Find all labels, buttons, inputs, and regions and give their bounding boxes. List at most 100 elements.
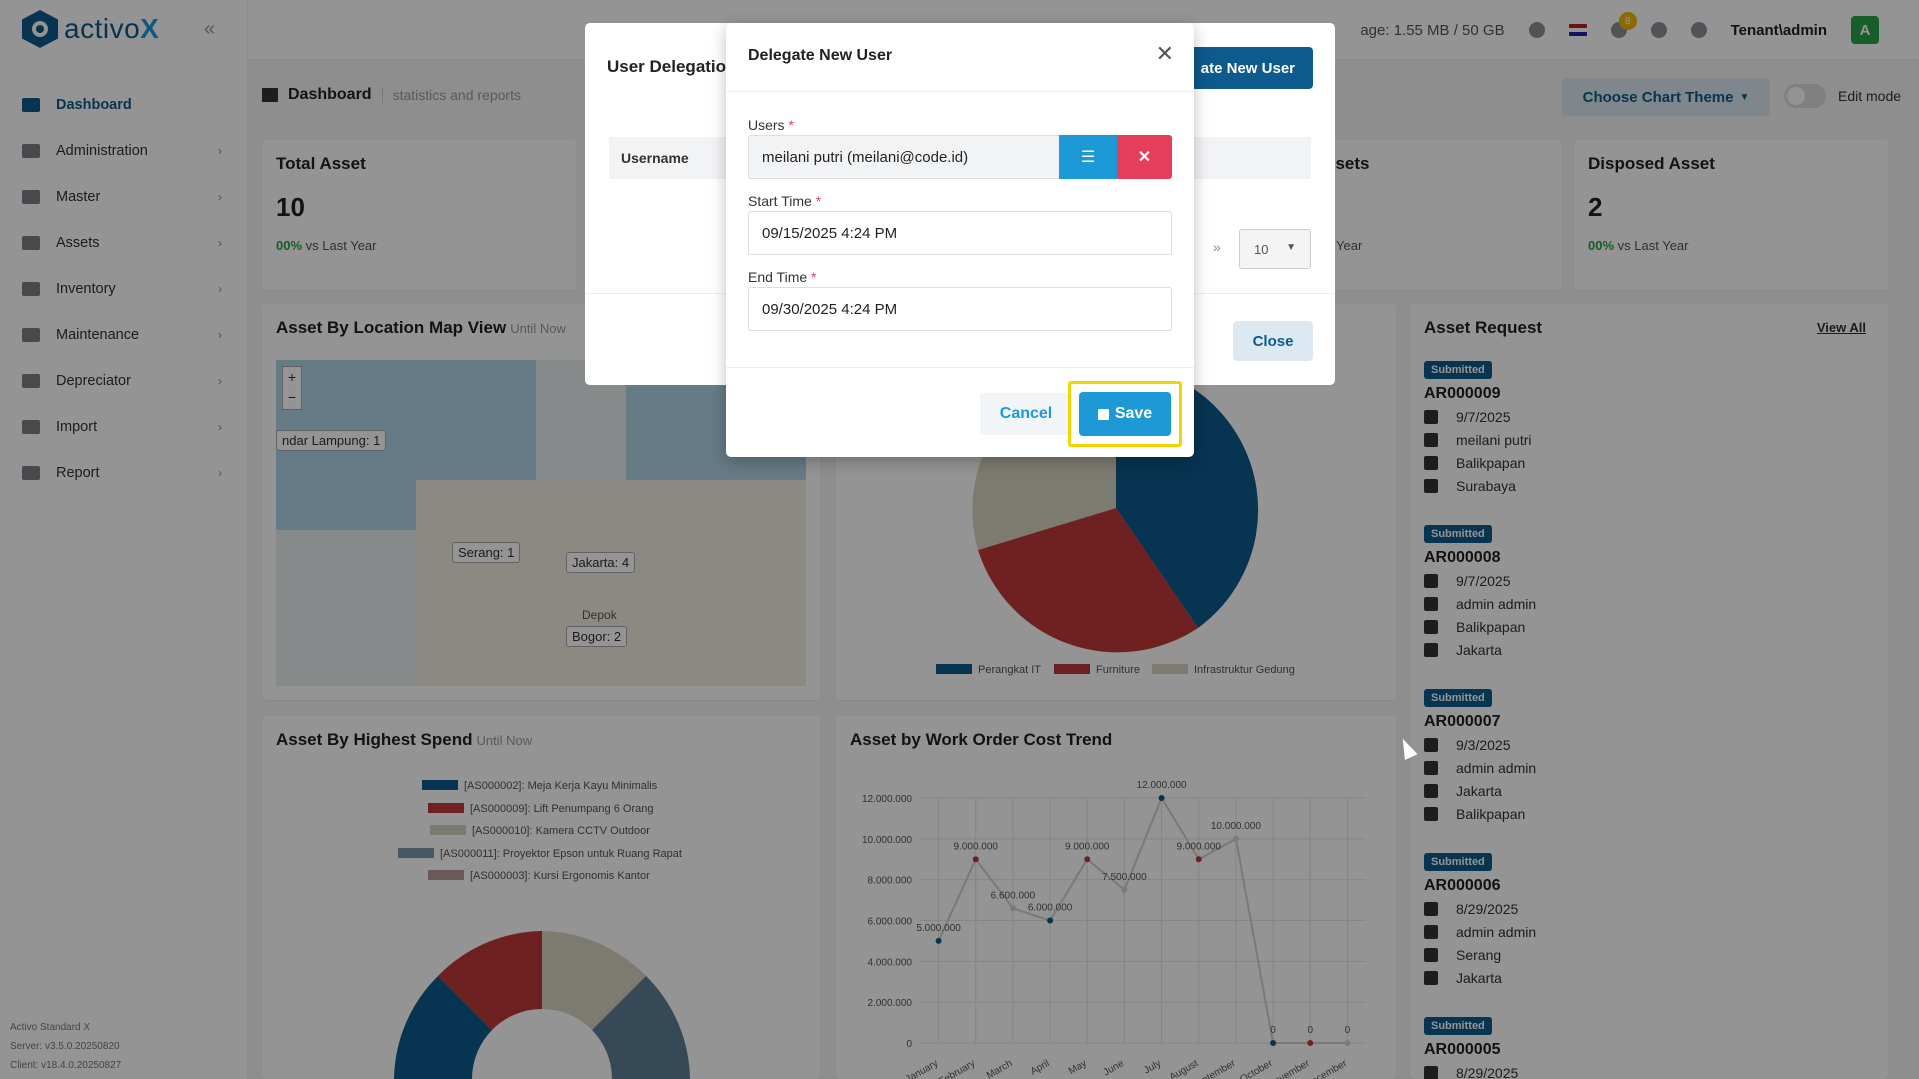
map-label-jakarta[interactable]: Jakarta: 4 [566, 552, 636, 573]
sidebar-item-depreciator[interactable]: Depreciator › [0, 358, 248, 404]
choose-chart-theme-button[interactable]: Choose Chart Theme ▼ [1562, 78, 1770, 116]
save-button[interactable]: Save [1079, 392, 1171, 436]
required-mark: * [788, 117, 794, 133]
donut-slice-as000002[interactable] [394, 976, 492, 1079]
select-user-list-button[interactable]: ☰ [1059, 135, 1117, 179]
task-list-icon[interactable] [1650, 22, 1667, 38]
location-from-icon [1424, 784, 1438, 798]
user-icon [1424, 925, 1438, 939]
zoom-out-button[interactable]: − [287, 389, 297, 405]
spend-chart: [AS000002]: Meja Kerja Kayu Minimalis [A… [394, 780, 690, 1079]
sidebar-nav: Dashboard Administration › Master › Assets… [0, 82, 248, 496]
request-date: 8/29/2025 [1456, 901, 1519, 917]
list-item[interactable]: Submitted AR000005 8/29/2025 [1424, 1016, 1518, 1079]
data-point[interactable] [1232, 835, 1239, 842]
bell-icon[interactable]: 8 [1610, 12, 1637, 38]
legend-infrastruktur[interactable]: Infrastruktur Gedung [1194, 664, 1295, 676]
calendar-icon [1424, 574, 1438, 588]
data-label: 9.000.000 [1177, 841, 1222, 852]
language-flag-icon[interactable] [1568, 24, 1587, 36]
legend-as000003[interactable]: [AS000003]: Kursi Ergonomis Kantor [470, 870, 650, 882]
chat-icon[interactable] [1690, 22, 1707, 38]
page-title: Dashboard [288, 86, 372, 103]
sidebar-item-report[interactable]: Report › [0, 450, 248, 496]
list-item[interactable]: Submitted AR000009 9/7/2025 meilani putri… [1424, 360, 1531, 495]
close-icon: ✕ [1137, 149, 1152, 166]
version-info: Activo Standard X Server: v3.5.0.2025082… [10, 1018, 121, 1075]
legend-perangkat-it[interactable]: Perangkat IT [978, 664, 1041, 676]
location-from-icon [1424, 620, 1438, 634]
calendar-icon [1424, 1066, 1438, 1079]
request-date-row: 8/29/2025 [1424, 900, 1536, 918]
data-point[interactable] [935, 937, 942, 944]
data-point[interactable] [972, 856, 979, 863]
assets-card-sub: Year [1336, 238, 1363, 253]
request-user: admin admin [1456, 924, 1537, 940]
sidebar-item-import[interactable]: Import › [0, 404, 248, 450]
legend-as000010[interactable]: [AS000010]: Kamera CCTV Outdoor [472, 825, 650, 837]
sidebar-item-label: Dashboard [56, 97, 132, 113]
page-size-select[interactable]: 10 ▼ [1239, 229, 1311, 269]
data-point[interactable] [1047, 917, 1054, 924]
request-code: AR000005 [1424, 1041, 1501, 1058]
donut-slice-as000009[interactable] [438, 931, 542, 1030]
data-point[interactable] [1009, 905, 1016, 912]
legend-as000002[interactable]: [AS000002]: Meja Kerja Kayu Minimalis [464, 780, 658, 792]
map-label-bogor[interactable]: Bogor: 2 [566, 626, 628, 647]
edit-mode-label: Edit mode [1838, 88, 1902, 104]
map-zoom-control[interactable]: + − [282, 366, 302, 410]
legend-as000011[interactable]: [AS000011]: Proyektor Epson untuk Ruang … [440, 848, 682, 860]
data-point[interactable] [1195, 856, 1202, 863]
legend-as000009[interactable]: [AS000009]: Lift Penumpang 6 Orang [470, 803, 653, 815]
sidebar-item-administration[interactable]: Administration › [0, 128, 248, 174]
sidebar-item-dashboard[interactable]: Dashboard [0, 82, 248, 128]
delegate-new-user-button[interactable]: ate New User [1173, 47, 1313, 89]
last-page-icon[interactable]: » [1213, 239, 1221, 255]
donut-slice-as000011[interactable] [592, 976, 690, 1079]
data-label: 10.000.000 [1211, 821, 1261, 832]
donut-slice-as000010[interactable] [542, 931, 646, 1030]
clear-user-button[interactable]: ✕ [1117, 135, 1172, 179]
request-from-row: Balikpapan [1424, 454, 1531, 472]
avatar[interactable]: A [1851, 16, 1879, 44]
sidebar-item-maintenance[interactable]: Maintenance › [0, 312, 248, 358]
users-field[interactable]: meilani putri (meilani@code.id) [748, 135, 1060, 179]
map-label-lampung[interactable]: ndar Lampung: 1 [276, 430, 387, 451]
list-item[interactable]: Submitted AR000006 8/29/2025 admin admin … [1424, 852, 1536, 987]
end-time-field[interactable]: 09/30/2025 4:24 PM [748, 287, 1172, 331]
location-map[interactable]: + − ndar Lampung: 1 Serang: 1 Jakarta: 4 … [276, 360, 806, 686]
data-point[interactable] [1084, 856, 1091, 863]
start-time-field[interactable]: 09/15/2025 4:24 PM [748, 211, 1172, 255]
close-button[interactable]: Close [1233, 321, 1313, 361]
data-point[interactable] [1121, 886, 1128, 893]
calculator-icon [22, 374, 40, 388]
data-point[interactable] [1307, 1040, 1314, 1046]
help-icon[interactable] [1528, 22, 1545, 38]
assets-card-partial: ssets Year [1310, 140, 1562, 290]
laptop-icon [22, 236, 40, 250]
tenant-user[interactable]: Tenant\admin [1730, 21, 1827, 39]
data-point[interactable] [1270, 1040, 1277, 1046]
users-label-text: Users [748, 117, 785, 133]
list-item[interactable]: Submitted AR000007 9/3/2025 admin admin J… [1424, 688, 1536, 823]
sidebar-item-inventory[interactable]: Inventory › [0, 266, 248, 312]
collapse-sidebar-icon[interactable]: « [204, 18, 216, 40]
legend-furniture[interactable]: Furniture [1096, 664, 1140, 676]
request-to: Jakarta [1456, 642, 1502, 658]
list-item[interactable]: Submitted AR000008 9/7/2025 admin admin B… [1424, 524, 1536, 659]
view-all-link[interactable]: View All [1816, 320, 1866, 335]
map-label-serang[interactable]: Serang: 1 [452, 542, 521, 563]
total-asset-trend: 00% vs Last Year [276, 238, 376, 253]
edit-mode-toggle[interactable] [1784, 84, 1826, 108]
data-point[interactable] [1344, 1040, 1351, 1046]
sidebar-item-master[interactable]: Master › [0, 174, 248, 220]
chevron-right-icon: › [218, 282, 222, 296]
data-label: 9.000.000 [1065, 841, 1110, 852]
logo[interactable]: activoX [22, 10, 159, 48]
cancel-button[interactable]: Cancel [980, 393, 1072, 435]
pie-slice-furniture[interactable] [978, 508, 1198, 653]
zoom-in-button[interactable]: + [287, 369, 297, 385]
data-point[interactable] [1158, 795, 1165, 801]
close-icon[interactable]: ✕ [1155, 41, 1174, 66]
sidebar-item-assets[interactable]: Assets › [0, 220, 248, 266]
